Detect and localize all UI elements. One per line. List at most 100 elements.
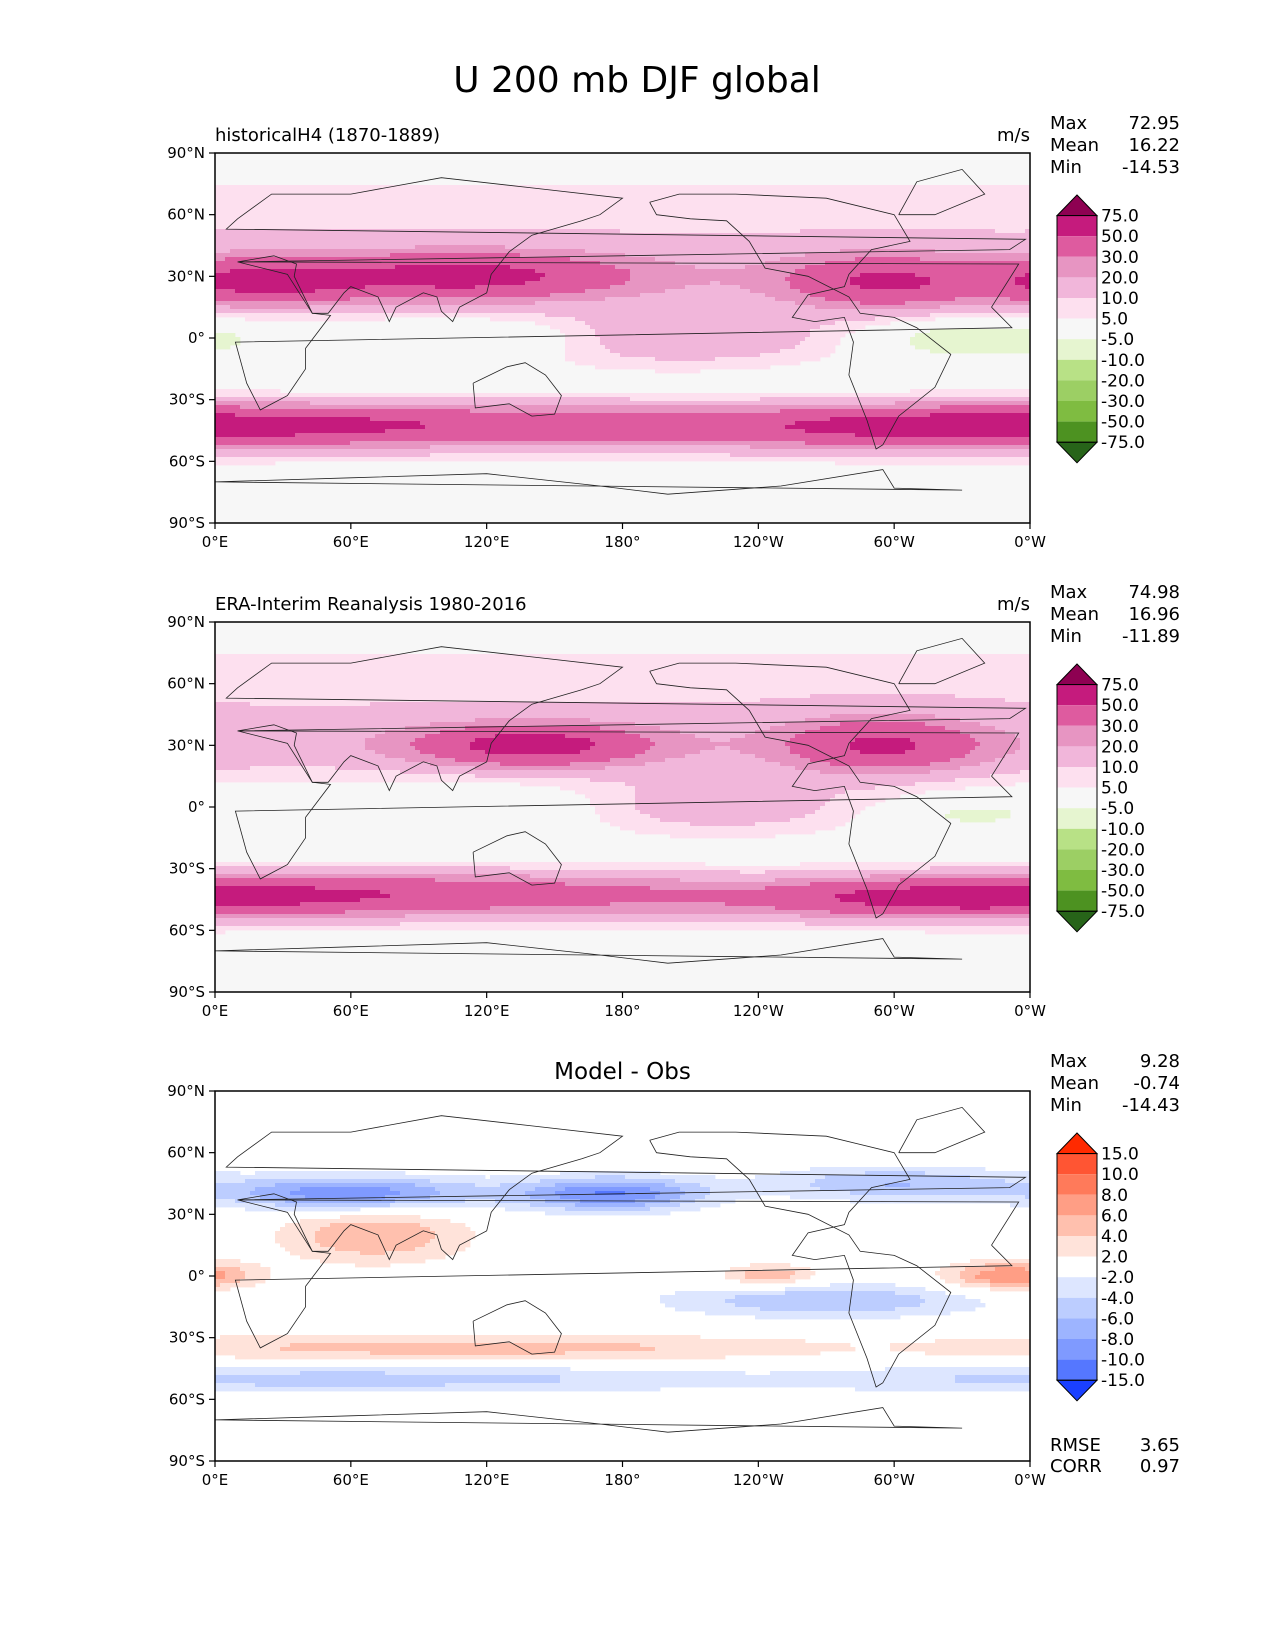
colorbar-swatch — [1057, 401, 1097, 422]
stat-value: 16.96 — [1128, 604, 1180, 625]
x-tick-label: 180° — [604, 533, 640, 551]
colorbar-swatch — [1057, 1215, 1097, 1236]
y-tick-label: 60°N — [167, 206, 205, 224]
colorbar-swatch — [1057, 705, 1097, 726]
map-background — [215, 1091, 1030, 1461]
coastline — [215, 469, 963, 495]
colorbar-swatch — [1057, 339, 1097, 360]
stat-label: Max — [1050, 582, 1088, 603]
colorbar-tick-label: 50.0 — [1101, 227, 1139, 247]
colorbar-tick-label: -50.0 — [1101, 413, 1145, 433]
y-tick-label: 0° — [188, 1267, 205, 1285]
colorbar-extend-top — [1055, 1132, 1099, 1155]
units-label: m/s — [997, 594, 1030, 615]
colorbar-extend-top — [1055, 663, 1099, 686]
colorbar-tick-label: -75.0 — [1101, 433, 1145, 453]
coastline — [649, 662, 952, 919]
stat-label: Min — [1050, 626, 1082, 647]
x-tick-label: 60°W — [873, 533, 915, 551]
colorbar-swatch — [1057, 849, 1097, 870]
stat-label: Max — [1050, 1051, 1088, 1072]
colorbar-swatch — [1057, 746, 1097, 767]
x-tick-label: 0°W — [1014, 533, 1046, 551]
coastline — [225, 177, 1027, 323]
stat-value: 16.22 — [1128, 135, 1180, 156]
colorbar: 15.010.08.06.04.02.0-2.0-4.0-6.0-8.0-10.… — [1055, 1132, 1145, 1402]
colorbar-swatch — [1057, 1359, 1097, 1381]
y-tick-label: 30°S — [169, 860, 205, 878]
colorbar-swatch — [1057, 236, 1097, 257]
coastline — [472, 362, 562, 417]
colorbar-tick-label: -5.0 — [1101, 330, 1134, 350]
coastline — [898, 168, 986, 216]
x-tick-label: 0°E — [202, 1471, 229, 1489]
colorbar-tick-label: -6.0 — [1101, 1309, 1134, 1329]
y-tick-label: 60°S — [169, 452, 205, 470]
stat-label: RMSE — [1050, 1435, 1101, 1456]
coastline — [898, 637, 986, 685]
colorbar-tick-label: -50.0 — [1101, 882, 1145, 902]
colorbar-tick-label: -8.0 — [1101, 1330, 1134, 1350]
y-tick-label: 30°N — [167, 1205, 205, 1223]
stat-label: Min — [1050, 157, 1082, 178]
colorbar-tick-label: 6.0 — [1101, 1206, 1128, 1226]
colorbar-swatch — [1057, 359, 1097, 381]
colorbar-tick-label: 5.0 — [1101, 779, 1128, 799]
y-tick-label: 90°N — [167, 144, 205, 162]
colorbar-tick-label: -10.0 — [1101, 1351, 1145, 1371]
colorbar-frame — [1056, 684, 1098, 912]
x-tick-label: 120°E — [464, 533, 510, 551]
x-tick-label: 0°E — [202, 1002, 229, 1020]
y-tick-label: 60°N — [167, 1144, 205, 1162]
map-panel-2: ERA-Interim Reanalysis 1980-2016 m/s 0°E 60… — [167, 582, 1180, 1020]
x-tick-label: 0°E — [202, 533, 229, 551]
colorbar-tick-label: -75.0 — [1101, 902, 1145, 922]
y-tick-label: 30°S — [169, 1329, 205, 1347]
units-label: m/s — [997, 125, 1030, 146]
colorbar-swatch — [1057, 256, 1097, 278]
coastline — [215, 938, 963, 964]
coastline — [215, 1407, 963, 1433]
y-tick-label: 60°S — [169, 921, 205, 939]
coastline — [649, 193, 952, 450]
panel-title: ERA-Interim Reanalysis 1980-2016 — [215, 594, 527, 615]
x-tick-label: 0°W — [1014, 1002, 1046, 1020]
coastline — [649, 1131, 952, 1388]
colorbar-swatch — [1057, 318, 1097, 340]
colorbar-swatch — [1057, 421, 1097, 443]
colorbar-swatch — [1057, 298, 1097, 319]
coastline — [225, 646, 1027, 792]
colorbar-tick-label: -20.0 — [1101, 840, 1145, 860]
colorbar-tick-label: 8.0 — [1101, 1186, 1128, 1206]
stat-label: Min — [1050, 1095, 1082, 1116]
colorbar-swatch — [1057, 1174, 1097, 1195]
colorbar-tick-label: 50.0 — [1101, 696, 1139, 716]
colorbar-swatch — [1057, 828, 1097, 850]
stat-label: Mean — [1050, 604, 1099, 625]
y-tick-label: 90°S — [169, 514, 205, 532]
colorbar-tick-label: 2.0 — [1101, 1248, 1128, 1268]
stat-value: -14.43 — [1122, 1095, 1180, 1116]
x-tick-label: 180° — [604, 1002, 640, 1020]
x-tick-label: 120°W — [733, 1471, 784, 1489]
colorbar-extend-bottom — [1055, 441, 1099, 464]
colorbar-frame — [1056, 215, 1098, 443]
coastline — [898, 1106, 986, 1154]
x-tick-label: 120°E — [464, 1002, 510, 1020]
y-tick-label: 30°N — [167, 267, 205, 285]
x-tick-label: 120°E — [464, 1471, 510, 1489]
x-tick-label: 120°W — [733, 1002, 784, 1020]
colorbar-swatch — [1057, 215, 1097, 237]
coastline — [225, 1115, 1027, 1261]
colorbar-tick-label: 75.0 — [1101, 207, 1139, 227]
colorbar-tick-label: 30.0 — [1101, 717, 1139, 737]
stat-value: -0.74 — [1133, 1073, 1180, 1094]
stat-value: 0.97 — [1140, 1456, 1180, 1477]
panel-title: historicalH4 (1870-1889) — [215, 125, 440, 146]
coastline — [234, 730, 1020, 880]
colorbar-swatch — [1057, 1153, 1097, 1175]
coastline — [234, 1199, 1020, 1349]
colorbar-swatch — [1057, 890, 1097, 912]
colorbar-swatch — [1057, 1194, 1097, 1216]
colorbar-extend-top — [1055, 194, 1099, 217]
